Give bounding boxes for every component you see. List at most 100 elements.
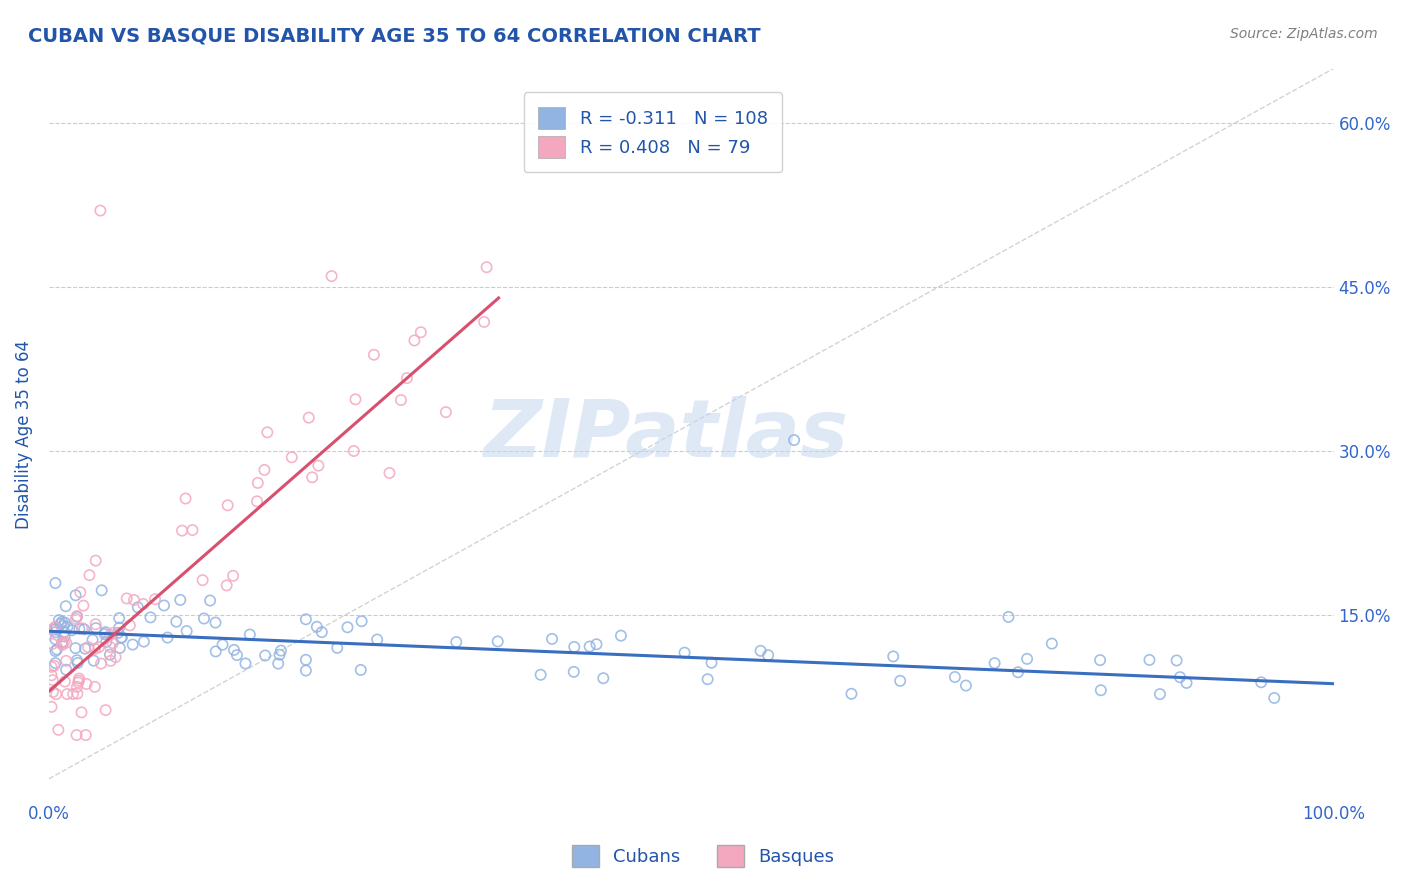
Point: [281, 450, 304, 465]
Point: [235, 657, 257, 671]
Point: [75, 728, 97, 742]
Point: [139, 610, 162, 624]
Point: [783, 433, 806, 447]
Text: ZIPatlas: ZIPatlas: [484, 395, 848, 474]
Point: [66, 609, 89, 624]
Point: [84, 641, 107, 656]
Point: [472, 315, 495, 329]
Point: [997, 610, 1019, 624]
Point: [239, 627, 262, 641]
Point: [446, 635, 468, 649]
Point: [93, 627, 115, 641]
Point: [610, 629, 633, 643]
Point: [51, 636, 73, 650]
Point: [215, 578, 238, 592]
Point: [108, 611, 131, 625]
Point: [156, 631, 179, 645]
Point: [132, 597, 155, 611]
Point: [350, 663, 373, 677]
Point: [89, 203, 111, 218]
Point: [165, 615, 187, 629]
Legend: Cubans, Basques: Cubans, Basques: [565, 838, 841, 874]
Point: [434, 405, 457, 419]
Point: [55, 599, 77, 614]
Point: [254, 648, 277, 663]
Point: [191, 573, 214, 587]
Point: [44, 658, 66, 673]
Point: [143, 592, 166, 607]
Point: [305, 620, 328, 634]
Point: [56, 687, 79, 701]
Point: [76, 677, 98, 691]
Text: CUBAN VS BASQUE DISABILITY AGE 35 TO 64 CORRELATION CHART: CUBAN VS BASQUE DISABILITY AGE 35 TO 64 …: [28, 27, 761, 45]
Point: [53, 674, 76, 689]
Point: [45, 687, 67, 701]
Point: [246, 475, 269, 490]
Point: [122, 593, 145, 607]
Point: [108, 640, 131, 655]
Point: [44, 576, 66, 591]
Point: [841, 687, 863, 701]
Point: [336, 620, 359, 634]
Point: [48, 613, 70, 627]
Point: [344, 392, 367, 407]
Point: [366, 632, 388, 647]
Point: [121, 638, 143, 652]
Point: [52, 619, 75, 633]
Point: [118, 618, 141, 632]
Point: [1166, 653, 1188, 667]
Point: [41, 668, 63, 682]
Point: [343, 444, 366, 458]
Point: [87, 640, 110, 655]
Point: [55, 654, 77, 668]
Point: [153, 599, 176, 613]
Point: [562, 640, 585, 654]
Point: [562, 665, 585, 679]
Point: [295, 664, 318, 678]
Y-axis label: Disability Age 35 to 64: Disability Age 35 to 64: [15, 340, 32, 529]
Point: [72, 599, 94, 613]
Point: [53, 615, 76, 630]
Point: [409, 325, 432, 339]
Point: [889, 673, 911, 688]
Point: [51, 635, 73, 649]
Point: [55, 663, 77, 677]
Point: [256, 425, 278, 440]
Point: [222, 569, 245, 583]
Point: [211, 638, 233, 652]
Point: [53, 630, 76, 644]
Point: [1090, 683, 1112, 698]
Point: [269, 648, 291, 662]
Point: [174, 491, 197, 506]
Point: [298, 410, 321, 425]
Point: [1015, 652, 1038, 666]
Point: [104, 650, 127, 665]
Point: [67, 673, 90, 688]
Point: [67, 672, 90, 686]
Point: [696, 672, 718, 686]
Point: [44, 656, 66, 670]
Point: [84, 621, 107, 635]
Point: [270, 643, 292, 657]
Point: [94, 703, 117, 717]
Point: [65, 641, 87, 656]
Point: [1250, 675, 1272, 690]
Point: [53, 624, 76, 639]
Point: [83, 654, 105, 668]
Point: [882, 649, 904, 664]
Point: [44, 632, 66, 647]
Point: [307, 458, 329, 473]
Point: [204, 644, 226, 658]
Point: [42, 685, 65, 699]
Point: [51, 638, 73, 652]
Point: [75, 641, 97, 656]
Point: [311, 625, 333, 640]
Point: [90, 583, 112, 598]
Point: [943, 670, 966, 684]
Point: [1007, 665, 1029, 680]
Point: [226, 648, 249, 662]
Point: [246, 494, 269, 508]
Point: [1139, 653, 1161, 667]
Point: [41, 699, 63, 714]
Point: [700, 656, 723, 670]
